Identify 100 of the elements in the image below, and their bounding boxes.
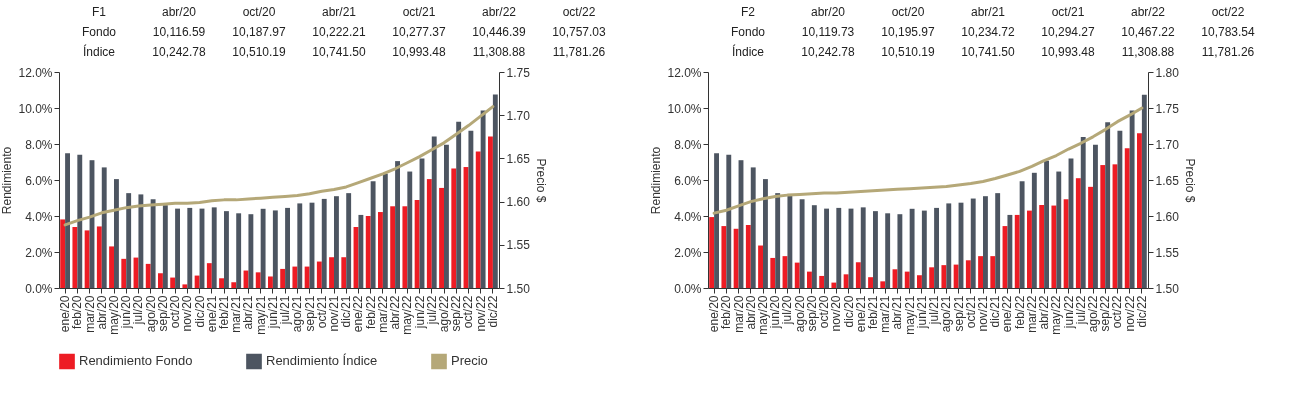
text: abr/20 <box>161 5 197 19</box>
x-tick-label: feb/20 <box>70 295 85 329</box>
bar <box>451 168 457 288</box>
line-series <box>63 105 495 227</box>
text: oct/20 <box>891 5 925 19</box>
y2-tick-label: 1.65 <box>1155 173 1180 188</box>
bar <box>868 277 873 288</box>
bar <box>787 194 793 288</box>
x-tick-label: abr/20 <box>94 295 109 330</box>
bar <box>65 153 70 288</box>
y2-tick-label: 1.75 <box>1155 101 1180 116</box>
bar <box>1093 144 1098 288</box>
y-tick-label: 6.0% <box>674 173 702 188</box>
bar <box>426 179 432 288</box>
bar <box>1117 130 1123 288</box>
text: oct/21 <box>402 5 436 19</box>
bar <box>885 213 891 288</box>
x-tick-label: mar/21 <box>878 295 893 333</box>
bar <box>824 208 829 288</box>
bar <box>390 206 396 288</box>
bar <box>1141 94 1147 288</box>
x-tick-label: feb/21 <box>217 295 231 329</box>
x-tick-label: mar/20 <box>731 295 746 333</box>
bar <box>1027 210 1032 288</box>
text: abr/21 <box>321 5 357 19</box>
bar <box>983 196 988 288</box>
x-tick-label: oct/22 <box>1110 295 1125 329</box>
bar <box>341 257 347 288</box>
bar <box>1137 133 1142 288</box>
x-tick-label: may/21 <box>902 295 917 335</box>
text: 10,741.50 <box>961 45 1016 59</box>
line-series <box>712 106 1144 215</box>
bar <box>468 130 474 288</box>
bar <box>272 210 278 288</box>
bar <box>807 271 812 288</box>
bar <box>170 277 176 288</box>
y-tick-label: 8.0% <box>674 137 702 152</box>
bar <box>60 219 66 288</box>
x-tick-label: feb/21 <box>866 295 880 329</box>
bar <box>831 282 837 288</box>
x-tick-label: jun/22 <box>412 295 427 330</box>
x-tick-label: mar/20 <box>82 295 97 333</box>
x-tick-label: ene/22 <box>351 295 366 333</box>
x-tick-label: oct/22 <box>461 295 476 329</box>
x-tick-label: oct/21 <box>963 295 978 329</box>
text: 10,510.19 <box>232 45 287 59</box>
bar <box>1019 181 1025 288</box>
bar <box>770 257 776 288</box>
bar <box>219 278 224 288</box>
bar <box>929 267 935 288</box>
y-tick-label: 4.0% <box>25 209 53 224</box>
bar <box>395 161 400 288</box>
text: F2 <box>740 5 756 19</box>
x-tick-label: sep/21 <box>951 295 966 332</box>
bar <box>953 264 959 288</box>
text: F1 <box>91 5 107 19</box>
text: 10,467.22 <box>1121 25 1176 39</box>
text: abr/22 <box>1130 5 1166 19</box>
x-tick-label: oct/20 <box>817 295 832 329</box>
bar <box>836 207 842 288</box>
bar <box>873 211 878 288</box>
x-tick-label: oct/21 <box>314 295 329 329</box>
text: oct/21 <box>1051 5 1085 19</box>
bar <box>794 262 800 288</box>
text: Fondo <box>730 25 766 39</box>
bar <box>316 261 322 288</box>
x-tick-label: abr/20 <box>743 295 758 330</box>
x-tick-label: dic/21 <box>988 295 1003 328</box>
x-tick-label: dic/22 <box>485 295 500 328</box>
bar <box>1031 172 1037 288</box>
y2-axis-title: Precio $ <box>533 158 548 203</box>
y-tick-label: 4.0% <box>674 209 702 224</box>
x-tick-label: nov/20 <box>829 295 844 332</box>
text: oct/22 <box>562 5 596 19</box>
bar <box>236 213 242 288</box>
bar <box>194 275 200 288</box>
x-tick-label: sep/21 <box>302 295 317 332</box>
bar <box>811 205 817 288</box>
bar <box>1129 110 1135 288</box>
y-tick-label: 0.0% <box>674 281 702 296</box>
bar <box>970 198 976 288</box>
bar <box>1124 148 1130 288</box>
x-tick-label: jul/20 <box>131 295 146 326</box>
x-tick-label: ene/21 <box>853 295 868 333</box>
bar <box>334 196 339 288</box>
bar <box>1051 205 1057 288</box>
y-tick-label: 6.0% <box>25 173 53 188</box>
bar <box>407 171 413 288</box>
bar <box>946 203 952 288</box>
bar <box>126 193 132 288</box>
x-tick-label: jun/20 <box>768 295 783 330</box>
bar <box>304 266 310 288</box>
y2-axis-title: Precio $ <box>1182 158 1197 203</box>
bar <box>248 214 254 288</box>
x-tick-label: dic/21 <box>339 295 354 328</box>
y-tick-label: 10.0% <box>18 101 53 116</box>
x-tick-label: mar/22 <box>375 295 390 333</box>
bar <box>206 263 212 288</box>
text: 10,294.27 <box>1041 25 1096 39</box>
legend-label: Rendimiento Índice <box>266 353 378 369</box>
